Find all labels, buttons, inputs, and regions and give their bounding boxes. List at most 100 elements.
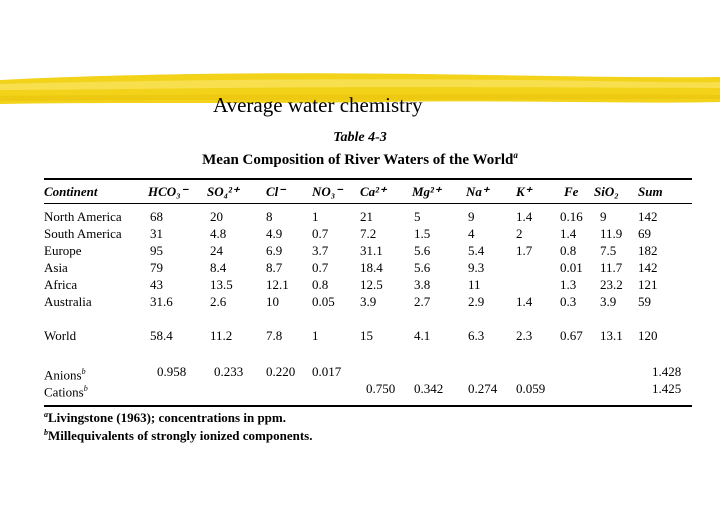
table-cell: 12.5 xyxy=(360,277,383,292)
table-cell: 0.8 xyxy=(560,243,577,258)
table-cell: 31 xyxy=(150,226,163,241)
table-caption-text: Mean Composition of River Waters of the … xyxy=(202,152,514,168)
table-cell: 1.4 xyxy=(516,294,533,309)
row-label-world: World xyxy=(44,328,77,343)
table-cell: 2.6 xyxy=(210,294,227,309)
table-cell: 0.8 xyxy=(312,277,329,292)
column-header: Continent xyxy=(44,184,98,199)
table-cell: 7.5 xyxy=(600,243,617,258)
row-label: Europe xyxy=(44,243,82,258)
table-cell: 1 xyxy=(312,209,319,224)
table-cell: 8.7 xyxy=(266,260,283,275)
table-cell: 18.4 xyxy=(360,260,383,275)
column-header: NO₃⁻ xyxy=(312,184,343,199)
table-bottom-rule xyxy=(44,405,692,407)
table-caption: Mean Composition of River Waters of the … xyxy=(0,150,720,169)
table-cell: 58.4 xyxy=(150,328,173,343)
table-cell: 6.3 xyxy=(468,328,485,343)
table-cell: 69 xyxy=(638,226,651,241)
table-cell: 24 xyxy=(210,243,223,258)
table-cell: 5.4 xyxy=(468,243,485,258)
table-cell: 0.958 xyxy=(157,364,187,379)
slide-title: Average water chemistry xyxy=(213,93,423,117)
table-cell: 0.059 xyxy=(516,381,546,396)
table-cell: 11.2 xyxy=(210,328,233,343)
table-cell: 9 xyxy=(600,209,607,224)
column-header: K⁺ xyxy=(516,184,532,199)
table-cell: 20 xyxy=(210,209,223,224)
table-cell: 7.2 xyxy=(360,226,377,241)
table-cell: 31.1 xyxy=(360,243,383,258)
table-cell: 0.342 xyxy=(414,381,444,396)
table-cell: 0.274 xyxy=(468,381,498,396)
table-cell: 2 xyxy=(516,226,523,241)
table-cell: 0.7 xyxy=(312,260,329,275)
table-cell: 1.425 xyxy=(652,381,682,396)
table-cell: 0.233 xyxy=(214,364,244,379)
table-header-rule xyxy=(44,203,692,204)
table-cell: 11.9 xyxy=(600,226,623,241)
table-cell: 4.8 xyxy=(210,226,227,241)
column-header: Fe xyxy=(564,184,579,199)
table-cell: 10 xyxy=(266,294,279,309)
table-cell: 13.1 xyxy=(600,328,623,343)
table-cell: 120 xyxy=(638,328,658,343)
column-header: Sum xyxy=(638,184,663,199)
table-cell: 2.9 xyxy=(468,294,485,309)
row-label: Asia xyxy=(44,260,68,275)
column-header: HCO₃⁻ xyxy=(148,184,188,199)
table-cell: 1.4 xyxy=(516,209,533,224)
table-cell: 68 xyxy=(150,209,163,224)
column-header: Na⁺ xyxy=(466,184,489,199)
column-header: Mg²⁺ xyxy=(412,184,441,199)
table-cell: 0.16 xyxy=(560,209,583,224)
table-cell: 1.5 xyxy=(414,226,431,241)
row-label: North America xyxy=(44,209,122,224)
table-cell: 4 xyxy=(468,226,475,241)
table-cell: 2.7 xyxy=(414,294,431,309)
table-cell: 5.6 xyxy=(414,260,431,275)
table-cell: 13.5 xyxy=(210,277,233,292)
table-cell: 79 xyxy=(150,260,163,275)
table-cell: 182 xyxy=(638,243,658,258)
table-top-rule xyxy=(44,178,692,180)
row-label-equivalents: Anionsb xyxy=(44,364,86,383)
table-cell: 6.9 xyxy=(266,243,283,258)
table-cell: 21 xyxy=(360,209,373,224)
table-cell: 0.05 xyxy=(312,294,335,309)
table-cell: 2.3 xyxy=(516,328,533,343)
table-cell: 1.4 xyxy=(560,226,577,241)
table-cell: 11.7 xyxy=(600,260,623,275)
table-cell: 1 xyxy=(312,328,319,343)
table-cell: 0.7 xyxy=(312,226,329,241)
table-cell: 59 xyxy=(638,294,651,309)
table-cell: 0.01 xyxy=(560,260,583,275)
column-header: SO₄²⁺ xyxy=(207,184,239,199)
column-header: Ca²⁺ xyxy=(360,184,386,199)
table-cell: 0.750 xyxy=(366,381,396,396)
yellow-highlighter-stroke xyxy=(0,68,720,110)
table-cell: 1.3 xyxy=(560,277,577,292)
table-cell: 7.8 xyxy=(266,328,283,343)
table-cell: 8.4 xyxy=(210,260,227,275)
table-cell: 0.017 xyxy=(312,364,342,379)
table-cell: 5 xyxy=(414,209,421,224)
column-header: SiO₂ xyxy=(594,184,619,199)
row-label-equivalents: Cationsb xyxy=(44,381,88,400)
table-cell: 5.6 xyxy=(414,243,431,258)
table-cell: 3.7 xyxy=(312,243,329,258)
footnote-b: bMillequivalents of strongly ionized com… xyxy=(44,428,313,443)
table-cell: 15 xyxy=(360,328,373,343)
row-label: Africa xyxy=(44,277,78,292)
table-cell: 31.6 xyxy=(150,294,173,309)
equivalents-label-text: Anions xyxy=(44,367,82,383)
table-cell: 0.67 xyxy=(560,328,583,343)
table-number: Table 4-3 xyxy=(333,130,387,145)
equivalents-label-text: Cations xyxy=(44,384,84,400)
table-cell: 4.9 xyxy=(266,226,283,241)
table-cell: 8 xyxy=(266,209,273,224)
table-cell: 121 xyxy=(638,277,658,292)
table-cell: 11 xyxy=(468,277,481,292)
table-cell: 95 xyxy=(150,243,163,258)
equivalents-footnote-mark: b xyxy=(81,367,86,376)
